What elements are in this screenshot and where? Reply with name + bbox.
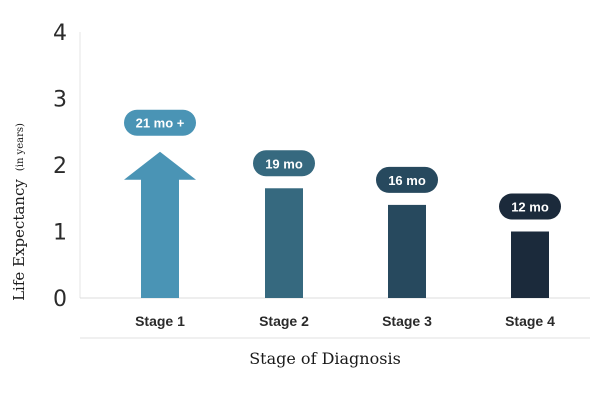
x-category-label: Stage 1: [135, 313, 185, 329]
bars-group: [124, 151, 549, 298]
category-labels: Stage 1 Stage 2 Stage 3 Stage 4: [135, 313, 555, 329]
data-labels: 21 mo + 19 mo 16 mo 12 mo: [124, 109, 561, 220]
y-axis-title: Life Expectancy (in years): [10, 123, 28, 301]
y-axis-title-unit: (in years): [15, 123, 26, 171]
y-tick-label: 1: [53, 221, 67, 246]
bar-stage-3: [388, 204, 426, 298]
bar-stage-4: [511, 231, 549, 298]
y-axis-ticks: 0 1 2 3 4: [53, 21, 67, 312]
data-label-text: 19 mo: [265, 156, 303, 171]
y-axis-title-main: Life Expectancy: [10, 179, 28, 301]
y-tick-label: 3: [53, 88, 67, 113]
x-axis-title: Stage of Diagnosis: [249, 349, 401, 368]
data-label-pill: [376, 166, 438, 193]
data-label-pill: [499, 193, 561, 220]
data-label-pill: [253, 150, 315, 177]
x-category-label: Stage 4: [505, 313, 555, 329]
data-label-text: 12 mo: [511, 200, 549, 215]
data-label-text: 16 mo: [388, 173, 426, 188]
data-label-text: 21 mo +: [136, 116, 185, 131]
bar-stage-1: [124, 151, 196, 298]
x-category-label: Stage 2: [259, 313, 309, 329]
y-tick-label: 4: [53, 21, 67, 46]
bar-stage-2: [265, 188, 303, 298]
y-tick-label: 0: [53, 287, 67, 312]
x-category-label: Stage 3: [382, 313, 432, 329]
y-tick-label: 2: [53, 154, 67, 179]
data-label-pill: [124, 109, 196, 136]
